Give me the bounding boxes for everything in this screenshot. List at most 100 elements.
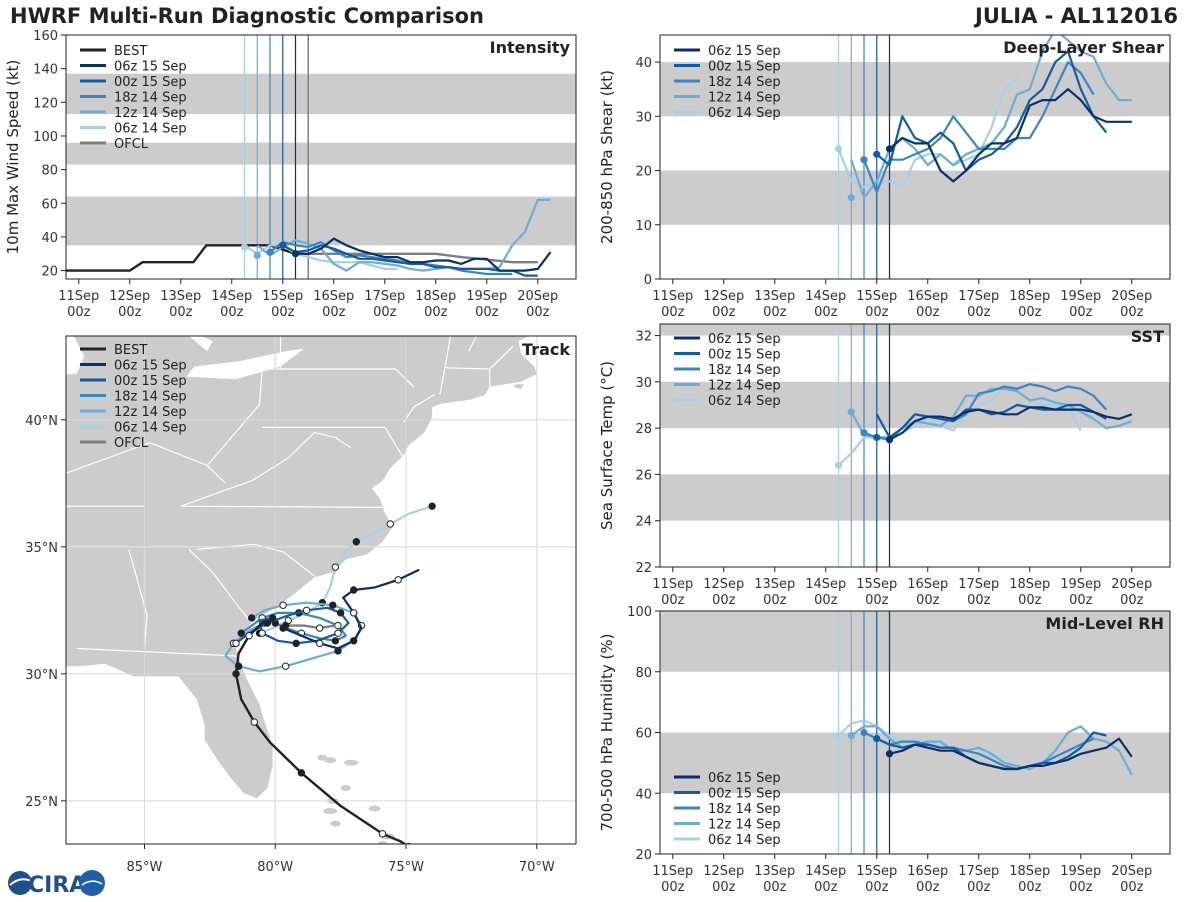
track-ytick-label: 30°N	[25, 668, 58, 683]
storm-id: JULIA - AL112016	[975, 4, 1178, 28]
shear-plot-area	[834, 35, 1132, 202]
rh-title: Mid-Level RH	[1045, 614, 1164, 633]
intensity-init-marker	[279, 241, 287, 249]
shear-xtick-label: 12Sep	[703, 289, 744, 304]
track-legend-label: 06z 14 Sep	[114, 421, 187, 436]
intensity-xtick-label: 15Sep	[262, 289, 303, 304]
sst-ytick-label: 32	[635, 330, 652, 345]
sst-legend-label: 12z 14 Sep	[708, 379, 781, 394]
shear-ytick-label: 0	[644, 273, 652, 288]
sst-ylabel: Sea Surface Temp (°C)	[598, 361, 616, 530]
sst-chart: 22242628303211Sep00z12Sep00z13Sep00z14Se…	[598, 323, 1171, 608]
sst-plot-area	[834, 383, 1133, 469]
long-island	[434, 391, 488, 405]
rh-xtick-label: 15Sep	[856, 864, 897, 879]
intensity-init-marker	[253, 251, 261, 260]
track-line-marker	[237, 629, 245, 637]
intensity-ylabel: 10m Max Wind Speed (kt)	[4, 60, 22, 255]
intensity-xtick-label: 13Sep	[160, 289, 201, 304]
rh-init-marker	[834, 731, 843, 740]
bahamas-island	[344, 759, 359, 766]
shear-xtick-label: 15Sep	[856, 289, 897, 304]
land-mass	[66, 336, 576, 799]
rh-xtick-label-hour: 00z	[763, 880, 787, 895]
intensity-xtick-label-hour: 00z	[526, 305, 550, 320]
shear-legend-label: 00z 15 Sep	[708, 60, 781, 75]
shear-xtick-label: 14Sep	[805, 289, 846, 304]
state-border	[384, 427, 404, 459]
bahamas-island	[377, 841, 388, 844]
intensity-frame	[65, 34, 577, 280]
track-line-marker	[336, 609, 345, 617]
intensity-xtick-label: 12Sep	[109, 289, 150, 304]
shear-init-marker	[873, 150, 881, 158]
intensity-xtick-label: 14Sep	[211, 289, 252, 304]
rh-ytick-label: 60	[635, 727, 652, 742]
ofcl-track-marker	[315, 624, 324, 632]
rh-xtick-label-hour: 00z	[865, 880, 889, 895]
rh-xtick-label-hour: 00z	[916, 880, 940, 895]
track-line-marker	[247, 614, 256, 622]
shear-ytick-label: 20	[635, 165, 652, 180]
rh-series-line	[889, 737, 1133, 771]
shear-legend-label: 12z 14 Sep	[708, 91, 781, 106]
shear-xtick-label-hour: 00z	[967, 305, 991, 320]
sst-xtick-label: 11Sep	[652, 577, 693, 592]
intensity-legend-label: 00z 15 Sep	[114, 75, 187, 90]
ofcl-track-marker	[281, 621, 290, 630]
sst-init-marker	[873, 433, 881, 441]
shear-init-marker	[860, 156, 868, 164]
state-border	[402, 393, 436, 423]
track-line-marker	[263, 619, 272, 627]
bahamas-island	[323, 807, 338, 814]
intensity-xtick-label: 17Sep	[364, 289, 405, 304]
intensity-legend-label: 12z 14 Sep	[114, 106, 187, 121]
intensity-xtick-label-hour: 00z	[373, 305, 397, 320]
intensity-xtick-label: 16Sep	[313, 289, 354, 304]
intensity-legend-label: BEST	[114, 44, 147, 59]
state-border	[468, 336, 478, 352]
sst-init-marker	[885, 436, 894, 444]
sst-xtick-label-hour: 00z	[1120, 593, 1144, 608]
sst-init-marker	[847, 408, 855, 416]
track-ytick-label: 40°N	[25, 414, 58, 429]
shear-xtick-label: 16Sep	[907, 289, 948, 304]
sst-init-marker	[860, 429, 868, 437]
sst-xtick-label: 19Sep	[1060, 577, 1101, 592]
island	[513, 384, 524, 390]
intensity-xtick-label: 18Sep	[415, 289, 456, 304]
sst-frame	[659, 323, 1171, 568]
rh-init-marker	[860, 728, 868, 737]
intensity-init-marker	[240, 243, 249, 251]
rh-legend-label: 18z 14 Sep	[708, 802, 781, 817]
rh-xtick-label: 14Sep	[805, 864, 846, 879]
shear-xtick-label-hour: 00z	[712, 305, 736, 320]
shear-xtick-label-hour: 00z	[1120, 305, 1144, 320]
intensity-legend-label: 06z 15 Sep	[114, 60, 187, 75]
rh-xtick-label-hour: 00z	[1069, 880, 1093, 895]
track-line-marker	[302, 606, 311, 615]
intensity-ytick-label: 120	[33, 96, 58, 111]
best-track-marker	[250, 718, 259, 726]
intensity-xtick-label-hour: 00z	[118, 305, 142, 320]
sst-title: SST	[1131, 327, 1164, 346]
track-line-marker	[394, 576, 402, 584]
sst-ytick-label: 22	[635, 561, 652, 576]
sst-ytick-label: 24	[635, 515, 652, 530]
shear-chart: 01020304011Sep00z12Sep00z13Sep00z14Sep00…	[598, 34, 1171, 320]
shear-ytick-label: 30	[635, 110, 652, 125]
intensity-title: Intensity	[490, 38, 571, 57]
best-line	[66, 244, 309, 272]
track-xtick-label: 85°W	[127, 860, 163, 875]
shear-init-marker	[885, 145, 894, 153]
bahamas-island	[368, 805, 381, 812]
track-legend-label: 00z 15 Sep	[114, 374, 187, 389]
sst-band	[660, 474, 1170, 521]
shear-init-marker	[847, 194, 855, 202]
sst-xtick-label-hour: 00z	[1018, 593, 1042, 608]
rh-init-marker	[885, 750, 894, 758]
state-border	[188, 548, 253, 624]
